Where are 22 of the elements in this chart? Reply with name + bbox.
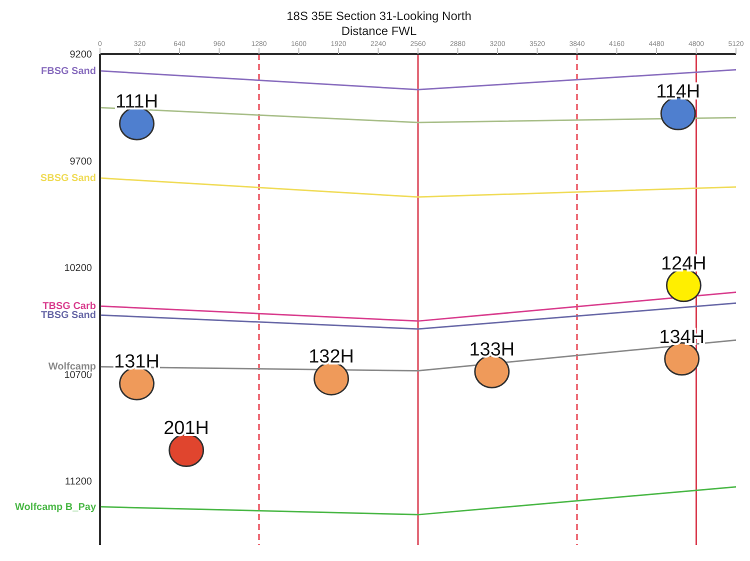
series-label: 132H [308,346,354,368]
series-label: 131H [114,352,160,373]
series-label: 111H [115,92,158,113]
series-label: SBSG Sand [40,173,96,184]
point [119,366,155,400]
series-label: FBSG Sand [40,66,96,77]
point [660,96,696,130]
series-label: 133H [469,340,515,361]
y-tick-label: 11200 [64,476,92,488]
series-label: TBSG Sand [40,310,96,322]
point [168,433,204,467]
series-label: Wolfcamp B_Pay [15,502,96,513]
point [664,342,700,376]
point [474,354,510,388]
y-tick-label: 10200 [64,263,92,274]
point [666,268,702,302]
point [314,362,350,396]
x-axis-title: Distance FWL [340,24,418,38]
chart-title: 18S 35E Section 31-Looking North [286,8,472,24]
y-tick-label: 9200 [70,50,92,61]
y-tick-label: 9700 [70,156,92,168]
series-label: 201H [164,418,210,440]
